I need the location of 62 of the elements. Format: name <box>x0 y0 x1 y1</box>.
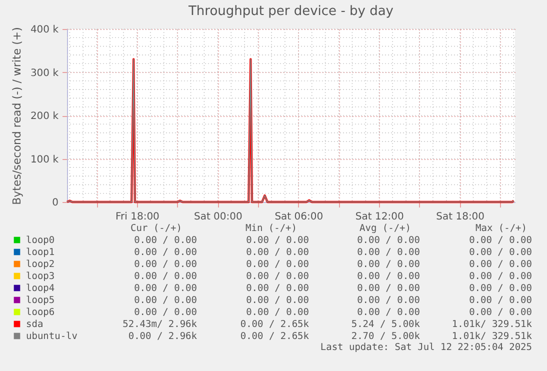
legend-label: ubuntu-lv <box>26 331 78 342</box>
text: Last update: Sat Jul 12 22:05:04 2025 <box>320 342 532 353</box>
text: 0.00 / 0.00 <box>246 247 310 258</box>
text: 0.00 / 0.00 <box>134 259 198 270</box>
y-tick-label: 0 <box>52 198 58 208</box>
text: 1.01k/ 329.51k <box>452 331 532 342</box>
text: 0.00 / 0.00 <box>246 283 310 294</box>
legend-label: loop0 <box>26 235 55 246</box>
text: 0.00 / 0.00 <box>357 307 420 318</box>
text: Avg (-/+) <box>360 223 411 234</box>
text: Cur (-/+) <box>130 223 182 234</box>
x-tick-label: Sat 12:00 <box>355 212 404 222</box>
legend-label: loop6 <box>26 307 55 318</box>
text: 0.00 / 0.00 <box>134 247 198 258</box>
text: 0.00 / 0.00 <box>469 259 532 270</box>
x-tick-label: Fri 18:00 <box>115 212 160 222</box>
text: 0.00 / 0.00 <box>357 295 420 306</box>
text: 0.00 / 0.00 <box>469 283 532 294</box>
y-tick-label: 300 k <box>30 68 59 79</box>
legend-label: loop4 <box>26 283 55 294</box>
text: 0.00 / 0.00 <box>469 271 532 282</box>
x-tick-label: Sat 00:00 <box>194 212 242 222</box>
text: 0.00 / 0.00 <box>469 295 532 306</box>
text: 0.00 / 2.96k <box>128 331 198 342</box>
text: 0.00 / 0.00 <box>246 295 310 306</box>
x-tick-label: Sat 18:00 <box>436 212 485 222</box>
text: 0.00 / 0.00 <box>134 295 198 306</box>
text: 0.00 / 0.00 <box>134 283 198 294</box>
y-tick-label: 100 k <box>30 154 59 166</box>
text: 0.00 / 0.00 <box>357 235 420 246</box>
legend-label: loop5 <box>26 295 55 306</box>
text: 2.70 / 5.00k <box>351 331 420 342</box>
text: 0.00 / 0.00 <box>357 283 420 294</box>
text: 0.00 / 0.00 <box>469 307 532 318</box>
text: 0.00 / 0.00 <box>246 271 310 282</box>
text: 0.00 / 0.00 <box>357 271 420 282</box>
text: 0.00 / 0.00 <box>134 235 198 246</box>
text: 5.24 / 5.00k <box>351 319 420 330</box>
text: 0.00 / 0.00 <box>134 307 198 318</box>
text: 0.00 / 0.00 <box>357 247 420 258</box>
text: 0.00 / 0.00 <box>246 307 310 318</box>
y-axis-title: Bytes/second read (-) / write (+) <box>10 27 24 205</box>
text: 0.00 / 0.00 <box>357 259 420 270</box>
text: 0.00 / 2.65k <box>240 331 310 342</box>
text: 52.43m/ 2.96k <box>122 319 198 330</box>
y-tick-label: 200 k <box>30 111 59 122</box>
text: 0.00 / 0.00 <box>469 235 532 246</box>
text: 0.00 / 2.65k <box>240 319 310 330</box>
legend-label: loop3 <box>26 271 55 282</box>
legend-label: sda <box>26 319 44 330</box>
legend-label: loop2 <box>26 259 55 270</box>
chart-title: Throughput per device - by day <box>187 4 394 19</box>
text: Max (-/+) <box>476 223 527 234</box>
text: 1.01k/ 329.51k <box>452 319 532 330</box>
text: 0.00 / 0.00 <box>469 247 532 258</box>
x-tick-label: Sat 06:00 <box>274 212 324 222</box>
text: 0.00 / 0.00 <box>246 235 310 246</box>
text: 0.00 / 0.00 <box>134 271 198 282</box>
legend-label: loop1 <box>26 247 55 258</box>
y-tick-label: 400 k <box>30 24 59 36</box>
text: 0.00 / 0.00 <box>246 259 310 270</box>
text: Min (-/+) <box>246 223 297 234</box>
